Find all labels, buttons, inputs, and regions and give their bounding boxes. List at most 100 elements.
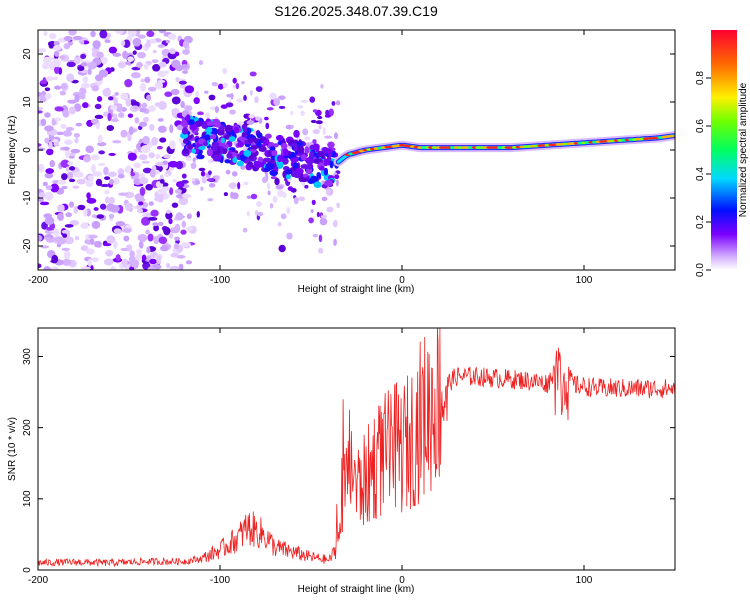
spectrogram-noise-cell [88, 234, 98, 239]
spectrogram-noise-cell [300, 99, 309, 103]
spectrogram-noise-cell [62, 233, 68, 238]
spectrogram-signal-cell [237, 141, 244, 148]
spectrogram-noise-cell [139, 107, 147, 113]
spectrogram-signal-cell [224, 124, 233, 133]
spectrogram-noise-cell [85, 145, 94, 154]
spectrogram-noise-cell [157, 79, 166, 84]
snr-x-tick-label: -100 [210, 575, 230, 586]
spectrogram-noise-cell [308, 217, 314, 224]
spectrogram-signal-cell [292, 162, 299, 169]
spectrogram-noise-cell [163, 154, 171, 159]
spectrogram-signal-cell [290, 157, 298, 163]
spectrogram-signal-cell [269, 146, 276, 151]
spectrogram-noise-cell [269, 92, 277, 100]
spectrogram-noise-cell [52, 58, 61, 68]
spectrogram-noise-cell [45, 236, 51, 241]
spectrogram-signal-cell [300, 154, 307, 161]
spectrogram-noise-cell [312, 233, 319, 238]
snr-panel: -200 -100 0 100 0 100 200 300 Height of straig… [7, 327, 676, 595]
spectrogram-noise-cell [102, 88, 111, 97]
spectrogram-noise-cell [132, 105, 139, 110]
colorbar: 0.0 0.2 0.4 0.6 0.8 Normalized spectral ampl… [695, 30, 749, 277]
spectrogram-noise-cell [110, 265, 116, 270]
spectrogram-noise-cell [72, 35, 83, 41]
spectrogram-noise-cell [310, 119, 317, 124]
spectrogram-noise-cell [76, 178, 86, 185]
spectrogram-noise-cell [152, 64, 161, 72]
spectrogram-signal-cell [271, 149, 278, 156]
spectrogram-signal-cell [282, 148, 289, 157]
spectrogram-noise-cell [44, 216, 55, 225]
spectrogram-noise-cell [181, 179, 189, 184]
spectrogram-noise-cell [231, 171, 238, 177]
spectrogram-noise-cell [91, 164, 96, 173]
spectrogram-noise-cell [182, 49, 191, 55]
spectrogram-noise-cell [38, 263, 42, 269]
spectrogram-signal-cell [206, 148, 213, 157]
spectrogram-signal-cell [285, 174, 291, 180]
spectrogram-noise-cell [66, 171, 74, 180]
spectrogram-noise-cell [139, 187, 146, 196]
spectrogram-noise-cell [140, 78, 145, 83]
spectrogram-noise-cell [44, 191, 54, 201]
spectrogram-signal-cell [307, 178, 315, 185]
spectrogram-noise-cell [304, 136, 311, 141]
spectrogram-noise-cell [168, 167, 175, 171]
spectrogram-noise-cell [106, 124, 115, 131]
spectrogram-noise-cell [149, 258, 157, 265]
spectrogram-noise-cell [278, 244, 286, 253]
spectrogram-noise-cell [158, 61, 167, 68]
spectrogram-noise-cell [169, 124, 174, 134]
spectrogram-noise-cell [123, 235, 130, 242]
spectrogram-noise-cell [94, 114, 104, 119]
spectrogram-noise-cell [104, 176, 111, 181]
spectrogram-noise-cell [269, 203, 274, 209]
spectrogram-noise-cell [319, 217, 328, 226]
spectrogram-noise-cell [147, 233, 154, 242]
spectrogram-noise-cell [321, 196, 328, 202]
spectrogram-noise-cell [116, 105, 124, 112]
spectrogram-noise-cell [77, 66, 85, 71]
spectrogram-noise-cell [300, 110, 305, 116]
spectrogram-noise-cell [149, 124, 155, 131]
spectrogram-noise-cell [127, 152, 137, 161]
spectrogram-noise-cell [155, 161, 165, 167]
spectrogram-noise-cell [311, 199, 316, 206]
spectrogram-noise-cell [335, 179, 339, 187]
spectrogram-noise-cell [138, 121, 148, 127]
spectrogram-noise-cell [107, 112, 112, 122]
spectrogram-noise-cell [164, 91, 173, 97]
spectrogram-noise-cell [325, 109, 330, 116]
spectrogram-noise-cell [148, 152, 155, 159]
snr-y-tick-label: 100 [22, 490, 33, 507]
spectrogram-noise-cell [141, 102, 148, 109]
spectrogram-noise-cell [38, 48, 47, 53]
spectrogram-noise-cell [74, 94, 80, 103]
spectrogram-noise-cell [73, 206, 79, 214]
spectrogram-noise-cell [54, 106, 64, 112]
spectrogram-noise-cell [91, 85, 99, 92]
spectrogram-noise-cell [108, 152, 116, 156]
spectrogram-noise-cell [120, 129, 128, 138]
spectrogram-noise-cell [142, 167, 152, 174]
spectrogram-noise-cell [130, 172, 136, 177]
spectrogram-noise-cell [312, 129, 320, 135]
spectrogram-noise-cell [121, 258, 128, 268]
spectrogram-noise-cell [179, 83, 186, 89]
spectrogram-noise-cell [304, 184, 309, 189]
spectrogram-noise-cell [97, 162, 106, 167]
spectrogram-signal-cell [306, 163, 313, 170]
spectrogram-noise-cell [48, 32, 57, 40]
spectrogram-noise-cell [254, 96, 259, 104]
spectrogram-noise-cell [197, 111, 204, 116]
spectrogram-noise-cell [91, 257, 99, 263]
snr-x-tick-label: -200 [28, 575, 48, 586]
spectrogram-noise-cell [178, 263, 184, 270]
spectrogram-noise-cell [158, 30, 167, 34]
spectrogram-noise-cell [171, 59, 181, 69]
spectrogram-noise-cell [181, 220, 187, 228]
spectrogram-noise-cell [54, 117, 62, 122]
spectrogram-noise-cell [104, 39, 111, 44]
spectrogram-noise-cell [169, 265, 180, 270]
colorbar-tick-label: 0.6 [695, 119, 706, 133]
